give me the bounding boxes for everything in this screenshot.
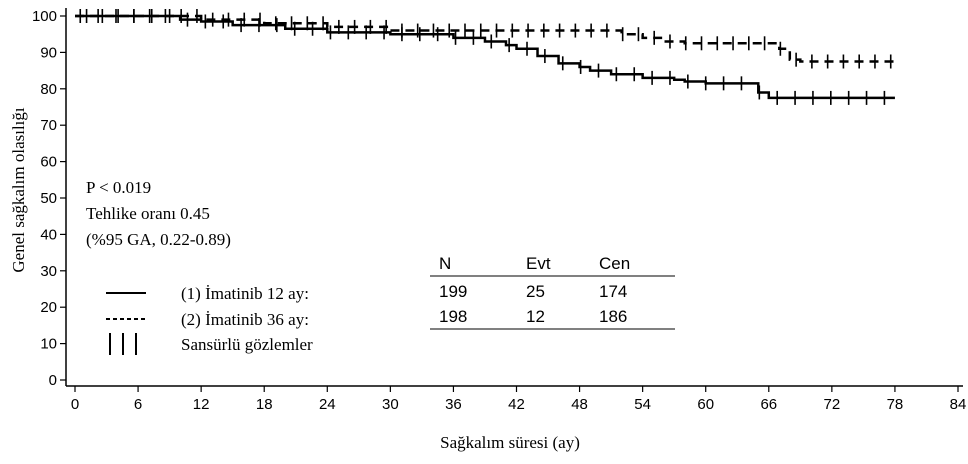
x-tick-label: 54	[634, 396, 651, 413]
x-tick-label: 12	[193, 396, 210, 413]
legend: (1) İmatinib 12 ay: (2) İmatinib 36 ay: …	[106, 284, 313, 355]
legend-censor-marks-icon	[109, 333, 137, 355]
x-tick-label: 66	[760, 396, 777, 413]
hazard-ratio-annotation: Tehlike oranı 0.45	[86, 204, 210, 223]
survival-curves	[75, 9, 895, 105]
y-tick-label: 50	[40, 190, 57, 207]
x-tick-label: 18	[256, 396, 273, 413]
table-cell-r2-cen: 186	[599, 307, 627, 326]
x-tick-label: 42	[508, 396, 525, 413]
x-ticks: 0 6 12 18 24 30 36 42 48 54 60 66 72 78 84	[71, 386, 967, 413]
y-tick-label: 20	[40, 299, 57, 316]
table-cell-r2-evt: 12	[526, 307, 545, 326]
series-line-2	[75, 14, 895, 63]
y-tick-label: 0	[49, 372, 57, 389]
table-header-evt: Evt	[526, 254, 551, 273]
x-tick-label: 0	[71, 396, 79, 413]
y-tick-label: 30	[40, 263, 57, 280]
table-cell-r2-n: 198	[439, 307, 467, 326]
x-tick-label: 6	[134, 396, 142, 413]
events-table: N Evt Cen 199 25 174 198 12 186	[430, 254, 675, 330]
table-cell-r1-n: 199	[439, 282, 467, 301]
y-ticks: 0 10 20 30 40 50 60 70 80 90 100	[32, 8, 66, 389]
confidence-interval-annotation: (%95 GA, 0.22-0.89)	[86, 230, 231, 249]
table-cell-r1-evt: 25	[526, 282, 545, 301]
x-tick-label: 30	[382, 396, 399, 413]
y-tick-label: 40	[40, 226, 57, 243]
legend-label-censored: Sansürlü gözlemler	[181, 335, 313, 354]
x-tick-label: 78	[887, 396, 904, 413]
y-tick-label: 100	[32, 8, 57, 25]
y-tick-label: 80	[40, 81, 57, 98]
x-tick-label: 48	[571, 396, 588, 413]
table-header-cen: Cen	[599, 254, 630, 273]
table-cell-r1-cen: 174	[599, 282, 627, 301]
x-tick-label: 84	[950, 396, 967, 413]
y-tick-label: 60	[40, 154, 57, 171]
x-tick-label: 24	[319, 396, 336, 413]
p-value-annotation: P < 0.019	[86, 178, 151, 197]
x-tick-label: 60	[697, 396, 714, 413]
series-line-1	[75, 14, 895, 100]
y-axis-label: Genel sağkalım olasılığı	[9, 107, 28, 273]
x-axis-label: Sağkalım süresi (ay)	[440, 433, 580, 452]
y-tick-label: 90	[40, 44, 57, 61]
y-tick-label: 10	[40, 336, 57, 353]
legend-label-series-2: (2) İmatinib 36 ay:	[181, 310, 309, 329]
y-tick-label: 70	[40, 117, 57, 134]
legend-label-series-1: (1) İmatinib 12 ay:	[181, 284, 309, 303]
table-header-n: N	[439, 254, 451, 273]
x-tick-label: 72	[824, 396, 841, 413]
x-tick-label: 36	[445, 396, 462, 413]
